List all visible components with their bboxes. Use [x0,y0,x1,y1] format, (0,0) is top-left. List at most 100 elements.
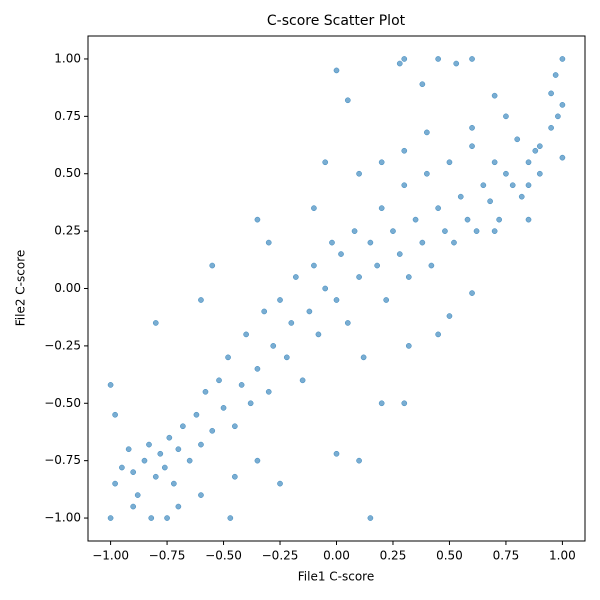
point [227,515,234,521]
point [306,308,313,315]
y-axis-label: File2 C-score [14,250,28,326]
point [446,159,453,166]
point [225,354,231,361]
point [356,457,362,464]
point [446,313,453,319]
point [525,216,532,223]
point [509,182,516,189]
point [198,441,204,448]
point [164,515,170,521]
point [161,464,168,471]
point [525,159,532,166]
point [405,274,412,280]
point [265,239,272,246]
point [442,228,448,234]
point [396,60,403,67]
y-tick-label: −1.00 [44,511,81,525]
point [322,159,329,166]
point [451,239,457,246]
point [378,159,385,166]
point [243,331,249,338]
x-tick-label: −0.50 [205,549,242,563]
point [134,492,141,498]
point [170,480,177,487]
x-tick-label: −0.25 [262,549,299,563]
point [552,72,559,78]
point [503,170,509,177]
point [401,147,408,154]
point [277,297,283,303]
point [333,67,340,74]
point [491,92,498,99]
point [396,251,403,257]
point [107,515,114,521]
point [119,464,125,471]
point [469,124,475,131]
point [424,170,430,177]
point [491,228,498,234]
plot-frame [87,35,586,542]
point [536,170,543,177]
y-tick-label: 0.50 [54,166,81,180]
point [367,515,374,521]
point [532,147,539,154]
point [453,60,460,67]
point [469,143,475,150]
point [469,290,475,296]
point [157,450,164,457]
point [270,343,277,349]
point [130,469,137,475]
point [351,228,358,234]
point [360,354,367,361]
point [283,354,290,361]
point [559,154,566,161]
point [333,297,340,303]
point [146,441,152,448]
point [412,216,419,223]
point [261,308,268,315]
point [518,193,525,200]
point [180,423,186,430]
x-axis-label: File1 C-score [298,570,374,584]
point [198,297,204,303]
point [401,56,408,62]
point [220,405,227,411]
point [338,251,344,257]
point [152,320,159,326]
point [186,457,193,464]
point [457,193,464,200]
point [559,56,566,62]
point [329,239,335,246]
x-tick-label: −1.00 [92,549,129,563]
point [333,450,340,457]
point [491,159,498,166]
point [525,182,532,189]
point [367,239,374,246]
point [209,262,216,269]
point [107,382,114,388]
point [202,388,209,395]
point [315,331,322,338]
point [487,198,493,205]
point [356,170,362,177]
point [311,205,317,212]
point [344,320,351,326]
point [231,423,238,430]
point [356,274,362,280]
point [265,388,272,395]
point [254,216,261,223]
point [435,56,442,62]
point [130,503,137,510]
y-tick-label: −0.75 [44,453,81,467]
point [254,365,261,372]
point [435,205,442,212]
point [152,473,159,480]
point [322,285,329,292]
y-tick-label: 0.25 [54,224,81,238]
point [292,274,299,280]
point [548,124,554,131]
point [401,182,408,189]
point [503,113,509,120]
